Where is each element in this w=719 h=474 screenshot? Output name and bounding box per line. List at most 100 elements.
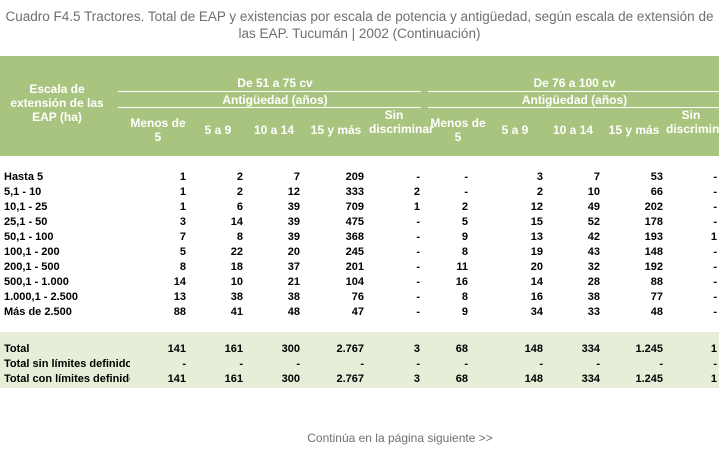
header-divider [118,107,421,108]
table-row-cell: - [416,261,420,273]
table-row-cell: 32 [587,261,600,273]
table-row-cell: 20 [287,246,300,258]
table-row-cell: 39 [287,216,300,228]
table-row-cell: 178 [644,216,663,228]
column-header: 15 y más [310,123,362,137]
table-row-cell: 333 [345,186,364,198]
row-label-header: Escala de extensión de las EAP (ha) [10,82,104,124]
table-row-cell: 16 [530,291,543,303]
table-row-cell: - [713,261,717,273]
table-row-cell: 8 [461,291,468,303]
totals-row-cell: 148 [524,373,543,385]
table-row-cell: 37 [287,261,300,273]
column-header: 10 a 14 [253,123,295,137]
totals-row-label: Total [4,343,30,355]
totals-row-cell: 3 [413,343,420,355]
table-row-cell: - [416,246,420,258]
totals-row-cell: - [539,358,543,370]
table-row-cell: - [416,276,420,288]
column-header: 5 a 9 [501,123,529,137]
table-row-cell: - [416,216,420,228]
table-row-cell: 12 [530,201,543,213]
totals-row-cell: - [239,358,243,370]
table-row-cell: 2 [236,171,243,183]
table-row-label: 10,1 - 25 [4,201,48,213]
table-row-cell: 7 [593,171,600,183]
column-header: Sin discriminar [369,108,434,136]
table-row-cell: 148 [644,246,663,258]
table-row-cell: 48 [287,306,300,318]
totals-row-cell: 1 [710,373,717,385]
totals-row-cell: - [713,358,717,370]
table-row-cell: 7 [293,171,300,183]
table-row-cell: 2 [413,186,420,198]
column-header: Menos de 5 [130,116,186,144]
column-header: 10 a 14 [552,123,594,137]
totals-row-cell: - [360,358,364,370]
continue-link[interactable]: Continúa en la página siguiente >> [307,431,493,445]
table-row-cell: - [416,291,420,303]
table-row-cell: - [713,216,717,228]
table-row-cell: 475 [345,216,364,228]
table-row-cell: 9 [461,231,468,243]
totals-row-cell: 68 [455,343,468,355]
table-row-cell: 19 [530,246,543,258]
table-row-cell: - [416,231,420,243]
table-row-cell: 14 [173,276,186,288]
table-row-cell: 1 [413,201,420,213]
table-row-cell: 14 [530,276,543,288]
table-row-cell: 66 [650,186,663,198]
table-row-cell: 202 [644,201,663,213]
table-row-cell: 39 [287,231,300,243]
table-row-cell: 12 [287,186,300,198]
table-row-cell: 2 [536,186,543,198]
table-row-label: 50,1 - 100 [4,231,54,243]
table-row-cell: 3 [179,216,186,228]
table-row-cell: - [464,171,468,183]
table-row-cell: 5 [179,246,186,258]
totals-row-cell: 3 [413,373,420,385]
subgroup-header-antiguedad: Antigüedad (años) [521,93,628,107]
totals-row-cell: 334 [581,343,600,355]
table-row-cell: 9 [461,306,468,318]
table-row-cell: 33 [587,306,600,318]
table-row-cell: 88 [173,306,186,318]
totals-row-cell: 1.245 [635,343,663,355]
table-row-cell: - [416,171,420,183]
totals-row-cell: - [416,358,420,370]
totals-row-cell: 2.767 [336,343,364,355]
table-row-cell: 48 [650,306,663,318]
table-row-cell: - [713,246,717,258]
group-header-51-75: De 51 a 75 cv [237,76,313,90]
table-row-cell: - [713,276,717,288]
table-row-cell: 245 [345,246,364,258]
table-row-cell: - [713,291,717,303]
table-row-cell: - [713,186,717,198]
totals-row-cell: 161 [224,373,243,385]
table-row-cell: 8 [461,246,468,258]
table-row-cell: 14 [230,216,243,228]
table-row-cell: - [713,171,717,183]
table-row-cell: 38 [287,291,300,303]
table-row-cell: 16 [455,276,468,288]
totals-row-cell: - [596,358,600,370]
table-row-cell: 38 [587,291,600,303]
table-row-cell: 1 [179,201,186,213]
totals-row-cell: - [296,358,300,370]
totals-row-cell: 141 [167,373,186,385]
table-row-label: 200,1 - 500 [4,261,60,273]
table-row-cell: 42 [587,231,600,243]
totals-band [0,332,719,388]
header-divider [428,91,719,92]
table-row-cell: 53 [650,171,663,183]
table-row-cell: 22 [230,246,243,258]
table-row-cell: 193 [644,231,663,243]
totals-row-label: Total sin límites definidos [4,358,130,370]
totals-row-cell: - [659,358,663,370]
table-row-cell: 28 [587,276,600,288]
table-row-cell: 41 [230,306,243,318]
table-row-cell: 201 [345,261,364,273]
totals-row-cell: 300 [281,343,300,355]
table-row-cell: 709 [345,201,364,213]
table-row-cell: 13 [530,231,543,243]
